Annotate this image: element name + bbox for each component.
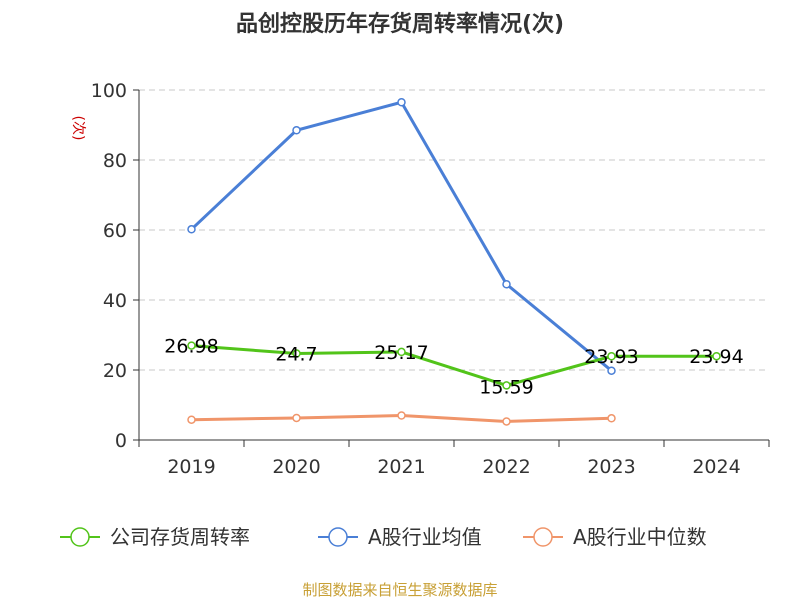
data-point [607,351,616,361]
data-point [502,381,511,390]
x-tick-label: 2022 [482,456,530,478]
data-point [607,414,616,423]
x-tick-label: 2023 [587,456,635,478]
data-point [397,347,406,357]
y-tick-label: 60 [103,220,127,242]
legend-marker [533,527,553,547]
x-tick-label: 2021 [377,456,425,478]
data-point [712,351,721,361]
series-line [190,100,613,372]
legend-label: A股行业中位数 [573,525,707,549]
legend-marker [70,527,90,547]
y-axis-label: (次) [70,116,86,141]
series-line [191,344,717,387]
data-point [397,411,406,420]
data-point [292,413,301,423]
y-tick-label: 20 [103,360,127,382]
data-point [502,417,511,426]
data-point [502,280,511,289]
y-tick-label: 80 [103,150,127,172]
data-label: 23.93 [584,346,638,368]
legend-label: 公司存货周转率 [110,525,250,549]
data-point [292,126,301,135]
y-tick-label: 40 [103,290,127,312]
data-point [292,349,301,358]
data-point [187,341,196,350]
data-point [397,98,406,107]
data-label: 25.17 [374,342,428,364]
data-label: 24.7 [275,344,317,366]
data-point [187,225,196,234]
y-tick-label: 0 [115,430,127,452]
x-tick-label: 2024 [692,456,740,478]
legend-marker [328,527,348,547]
chart-title: 品创控股历年存货周转率情况(次) [235,12,565,37]
y-tick-label: 100 [91,80,127,102]
data-label: 15.59 [479,376,533,398]
legend-label: A股行业均值 [368,525,482,549]
data-label: 23.94 [689,346,743,368]
data-point [187,415,196,424]
data-point [607,366,616,375]
source-note: 制图数据来自恒生聚源数据库 [302,581,497,599]
x-tick-label: 2020 [272,456,320,478]
x-tick-label: 2019 [167,456,215,478]
data-label: 26.98 [164,336,218,358]
